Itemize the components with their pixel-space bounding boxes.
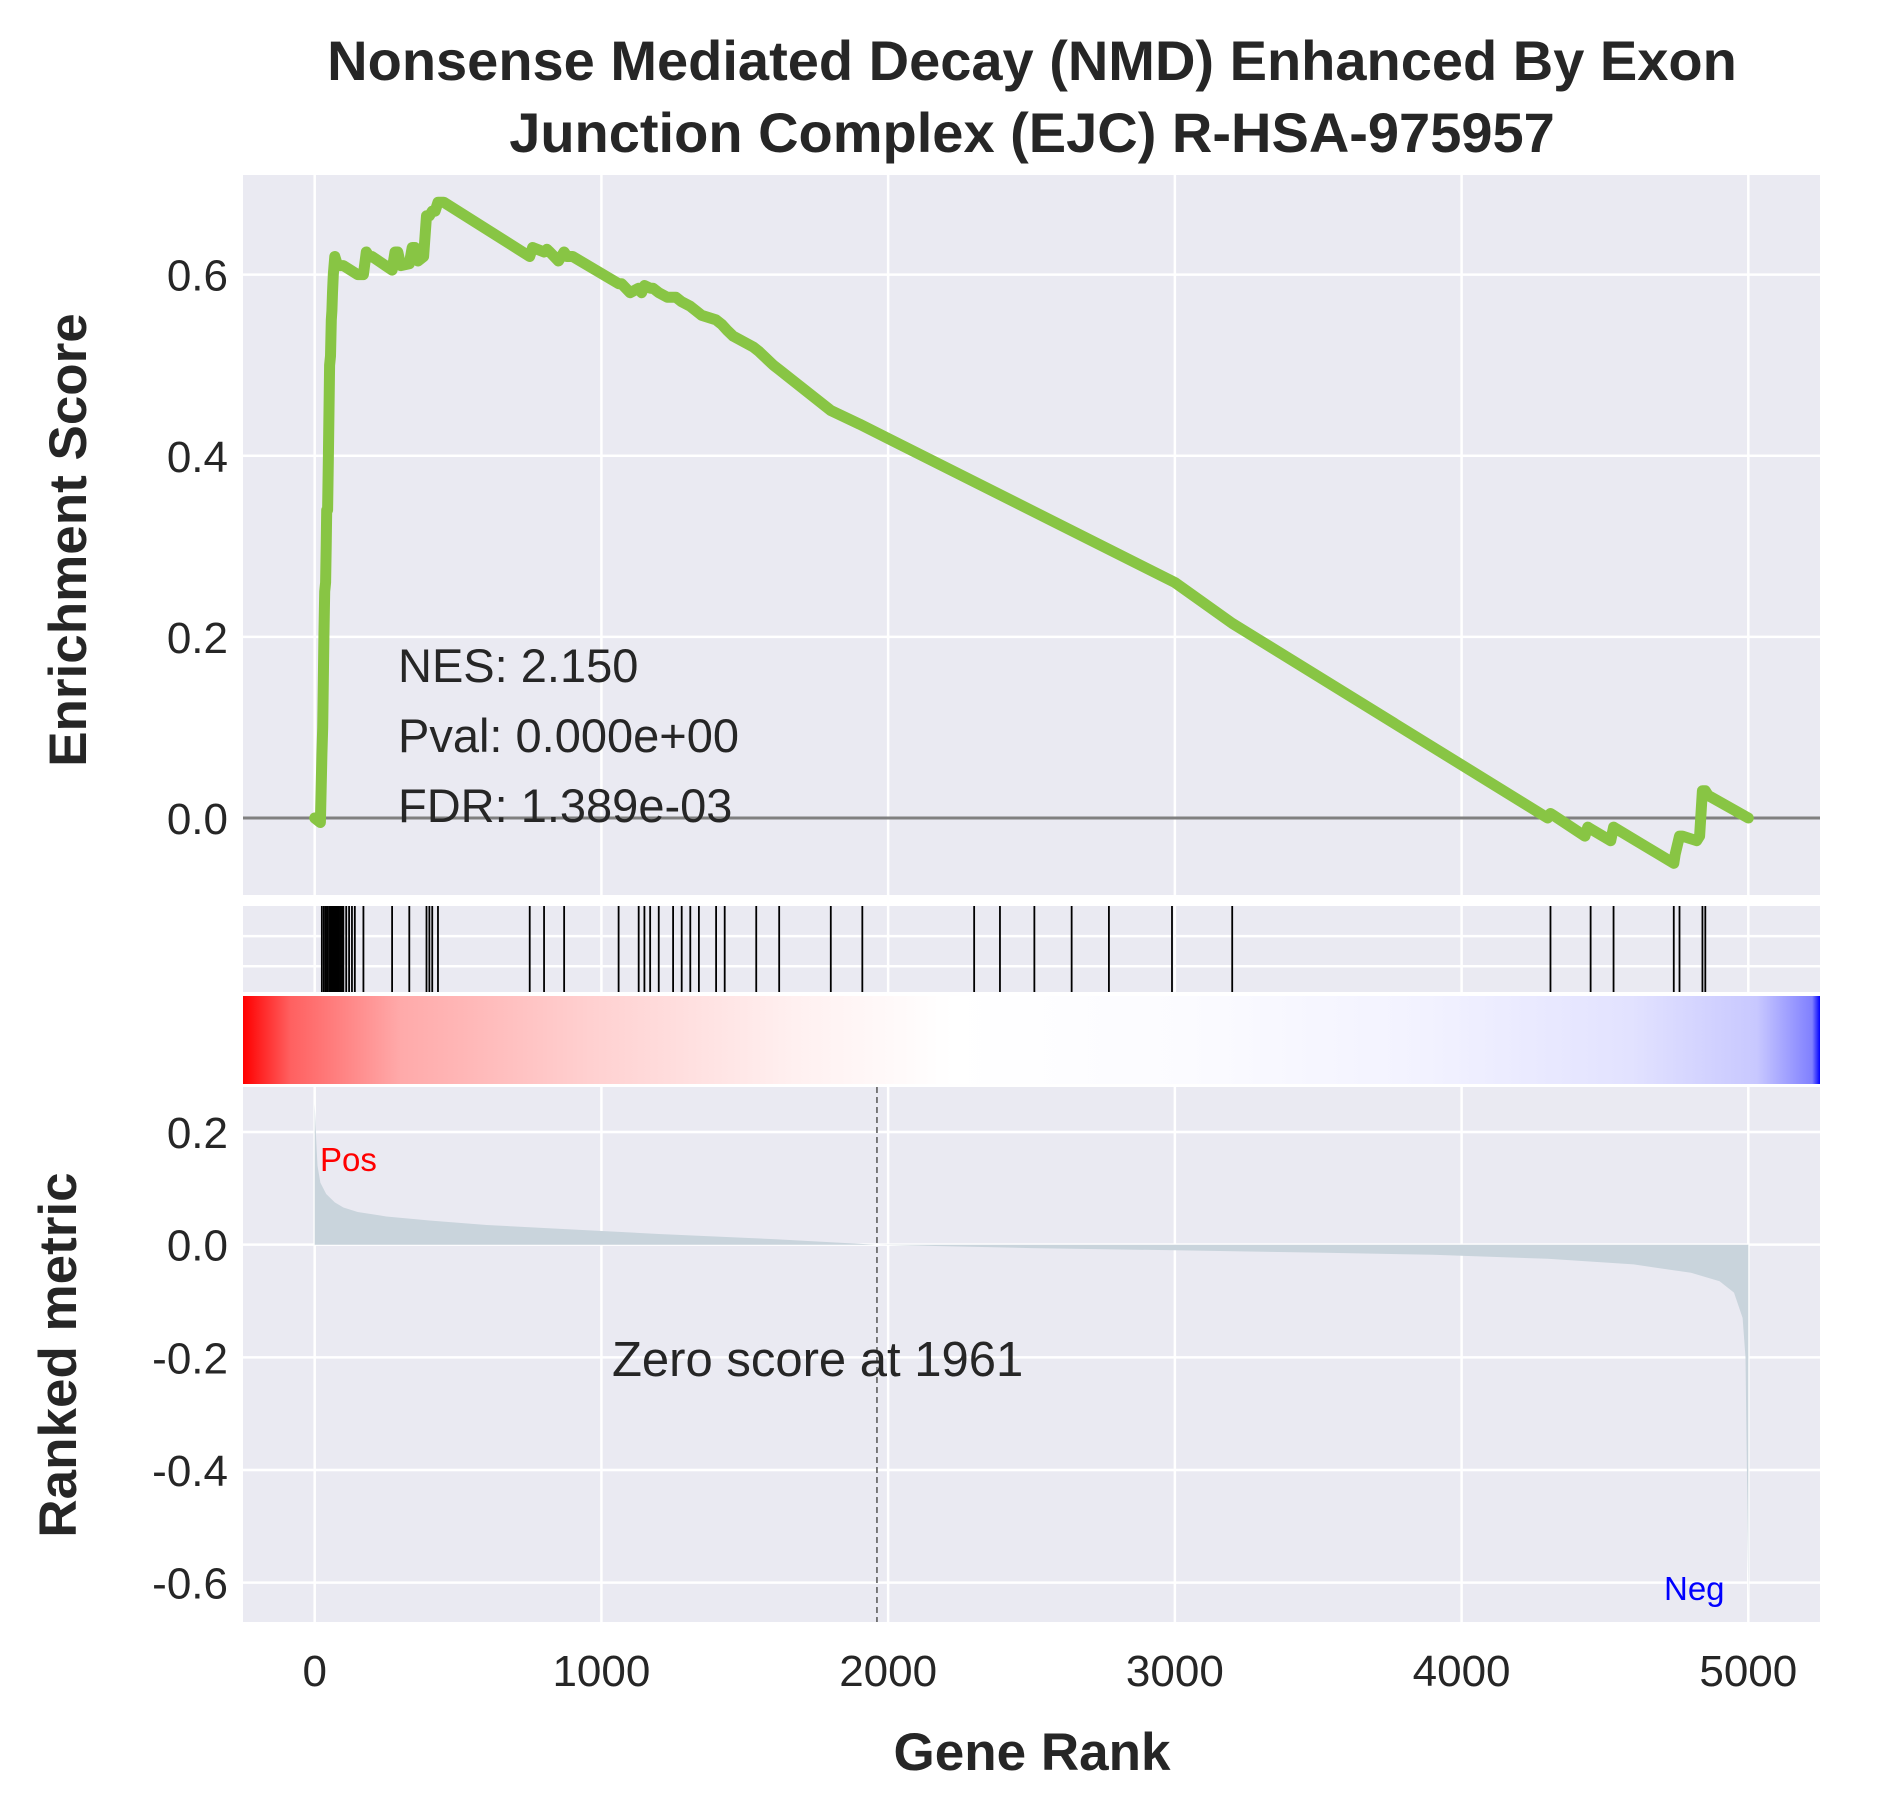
- pos-label: Pos: [320, 1141, 377, 1178]
- ranked-y-tick-label: -0.2: [152, 1334, 228, 1383]
- x-tick-label: 2000: [839, 1647, 937, 1696]
- hits-grid: [243, 906, 1820, 992]
- x-axis-label: Gene Rank: [894, 1723, 1171, 1782]
- es-y-tick-label: 0.0: [167, 795, 228, 844]
- es-panel: [243, 175, 1820, 895]
- ranked-panel: [243, 1087, 1820, 1622]
- es-line: [309, 196, 1754, 869]
- ranked-y-tick-label: -0.6: [152, 1560, 228, 1609]
- es-y-ticks: 0.0 0.2 0.4 0.6: [167, 252, 228, 844]
- es-y-tick-label: 0.4: [167, 433, 228, 482]
- x-tick-label: 3000: [1126, 1647, 1224, 1696]
- chart-title-line1: Nonsense Mediated Decay (NMD) Enhanced B…: [327, 29, 1737, 92]
- x-ticks: 0 1000 2000 3000 4000 5000: [302, 1647, 1797, 1696]
- es-y-axis-label: Enrichment Score: [39, 313, 98, 767]
- ranked-y-tick-label: 0.0: [167, 1222, 228, 1271]
- es-y-tick-label: 0.6: [167, 252, 228, 301]
- ranked-y-ticks: 0.2 0.0 -0.2 -0.4 -0.6: [152, 1109, 228, 1609]
- gene-hit-lines: [320, 906, 1707, 992]
- ranked-y-axis-label: Ranked metric: [29, 1172, 88, 1537]
- x-tick-label: 4000: [1413, 1647, 1511, 1696]
- ranked-y-tick-label: -0.4: [152, 1447, 228, 1496]
- chart-title-line2: Junction Complex (EJC) R-HSA-975957: [509, 101, 1555, 164]
- nes-text: NES: 2.150: [398, 639, 638, 692]
- pval-text: Pval: 0.000e+00: [398, 709, 739, 762]
- ranked-y-tick-label: 0.2: [167, 1109, 228, 1158]
- es-y-tick-label: 0.2: [167, 614, 228, 663]
- zero-score-label: Zero score at 1961: [612, 1333, 1023, 1387]
- x-tick-label: 1000: [552, 1647, 650, 1696]
- neg-label: Neg: [1664, 1570, 1725, 1607]
- x-tick-label: 0: [302, 1647, 326, 1696]
- rank-colorbar: [243, 996, 1820, 1084]
- hits-panel: [243, 906, 1820, 992]
- x-tick-label: 5000: [1699, 1647, 1797, 1696]
- fdr-text: FDR: 1.389e-03: [398, 779, 732, 832]
